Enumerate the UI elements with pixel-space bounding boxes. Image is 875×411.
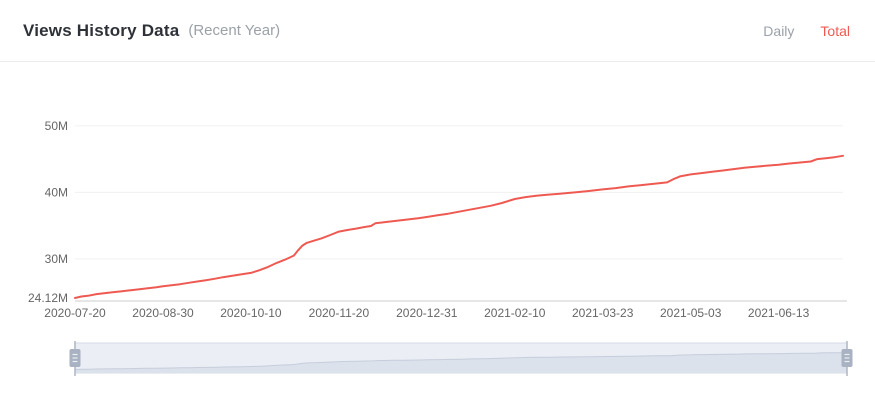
datazoom-shadow [75,352,847,373]
x-tick-label: 2020-08-30 [132,306,194,320]
x-tick-label: 2020-07-20 [44,306,106,320]
card-header: Views History Data (Recent Year) Daily T… [0,0,875,62]
x-tick-label: 2021-05-03 [660,306,722,320]
x-tick-label: 2020-12-31 [396,306,458,320]
x-tick-label: 2020-10-10 [220,306,282,320]
y-tick-label: 40M [45,185,68,199]
card-title: Views History Data [23,20,180,40]
x-tick-label: 2021-06-13 [748,306,810,320]
view-mode-tabs: Daily Total [763,23,850,39]
y-tick-label: 50M [45,119,68,133]
datazoom-shadow-line [74,352,848,370]
card-subtitle: (Recent Year) [188,22,281,39]
x-tick-label: 2021-02-10 [484,306,546,320]
chart-plot-area[interactable] [75,100,843,301]
x-tick-label: 2020-11-20 [309,306,370,320]
x-tick-label: 2021-03-23 [572,306,634,320]
y-min-label: 24.12M [28,291,68,305]
y-tick-label: 30M [45,252,68,266]
views-line [74,154,844,299]
tab-daily[interactable]: Daily [763,22,795,39]
tab-total[interactable]: Total [820,22,850,39]
